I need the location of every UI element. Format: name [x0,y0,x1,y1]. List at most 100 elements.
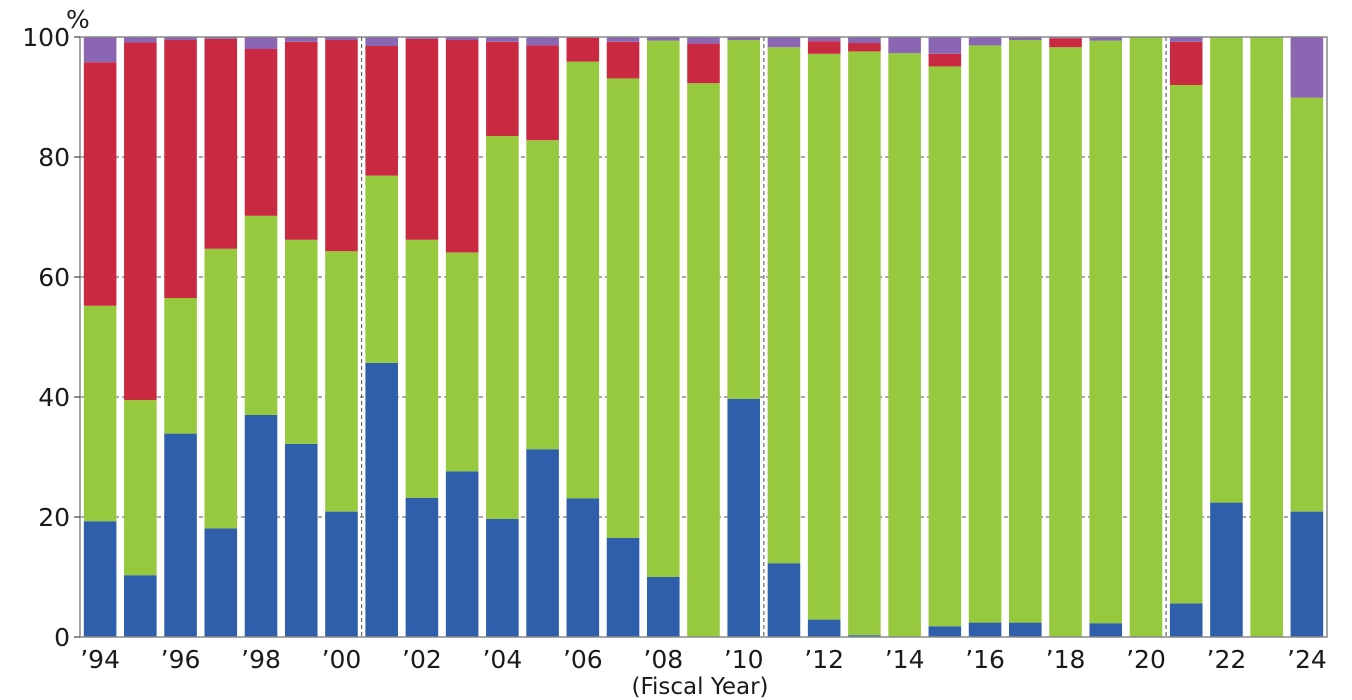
bar-segment [1009,622,1042,637]
bar-segment [727,37,761,40]
bar-segment [244,37,278,49]
x-tick-label: ’16 [965,645,1005,674]
bar-segment [204,248,238,529]
bar-segment [807,37,841,42]
bar-segment [727,398,761,637]
x-tick-label: ’18 [1046,645,1086,674]
x-tick-label: ’02 [402,645,442,674]
y-unit-label: % [66,5,90,34]
bar-segment [204,38,238,249]
bar-segment [244,215,278,415]
bar-segment [687,37,720,44]
bar-segment [606,78,640,539]
bar-segment [204,37,238,39]
bar-segment [566,37,600,62]
bar-segment [405,239,439,498]
bar-segment [1169,41,1203,85]
x-tick-label: ’04 [482,645,522,674]
bar-segment [848,635,881,637]
x-tick-label: ’12 [804,645,844,674]
bar-segment [646,37,680,41]
x-tick-label: ’10 [724,645,764,674]
bar-segment [1290,511,1324,637]
bar-segment [606,41,640,79]
bar-segment [807,41,841,54]
bar-segment [365,362,398,637]
bar-segment [405,37,439,39]
bar-segment [445,40,479,253]
bar-segment [928,626,962,637]
bar-segment [164,40,197,298]
bar-segment [284,443,318,637]
bar-segment [164,433,197,637]
bar-segment [325,251,358,512]
x-tick-label: ’98 [241,645,281,674]
bar-segment [164,298,197,434]
bar-segment [727,40,761,399]
y-tick-label: 40 [38,383,70,412]
bar-segment [1169,603,1203,637]
bar-segment [284,41,318,240]
bar-segment [566,498,600,637]
bar-segment [928,66,962,627]
bar-segment [526,140,559,450]
bar-segment [124,37,157,43]
bar-segment [124,42,157,401]
bar-segment [526,37,559,46]
bar-segment [1290,37,1324,98]
bar-segment [1009,37,1042,40]
bar-segment [687,43,720,84]
bar-segment [928,37,962,54]
x-tick-label: ’94 [80,645,120,674]
bar-segment [405,38,439,240]
bar-segment [928,53,962,67]
bar-segment [848,51,881,636]
bar-segment [244,49,278,216]
bar-segment [968,37,1002,46]
bar-segment [606,538,640,637]
bar-segment [968,45,1002,623]
x-tick-label: ’00 [322,645,362,674]
bar-segment [526,45,559,141]
bar-segment [83,37,117,63]
bar-segment [968,622,1002,637]
bar-segment [807,619,841,637]
bar-segment [486,37,519,42]
bar-segment [1169,37,1203,42]
bar-segment [284,37,318,42]
y-tick-label: 100 [22,23,70,52]
bar-segment [405,497,439,637]
bar-segment [445,471,479,637]
bar-segment [646,40,680,578]
bar-segment [164,37,197,40]
bar-segment [325,40,358,252]
bar-segment [606,37,640,42]
x-tick-label: ’22 [1207,645,1247,674]
y-tick-label: 60 [38,263,70,292]
x-tick-label: ’14 [885,645,925,674]
bar-segment [1210,502,1243,637]
bar-segment [1009,40,1042,623]
plot-frame [79,36,1328,638]
bar-segment [124,400,157,576]
y-tick-label: 80 [38,143,70,172]
bar-segment [526,449,559,637]
bar-segment [244,415,278,637]
bar-segment [848,43,881,52]
bar-segment [284,239,318,444]
bar-segment [365,37,398,46]
bar-segment [888,53,921,637]
bar-segment [687,83,720,637]
x-tick-label: ’24 [1287,645,1327,674]
bar-segment [767,563,801,637]
bar-segment [445,252,479,472]
bar-segment [848,37,881,43]
bar-segment [1169,85,1203,604]
bar-segment [1089,40,1123,624]
bar-segment [646,577,680,637]
bar-segment [1089,623,1123,637]
bar-segment [365,46,398,176]
x-tick-label: ’08 [643,645,683,674]
y-tick-label: 0 [54,623,70,652]
